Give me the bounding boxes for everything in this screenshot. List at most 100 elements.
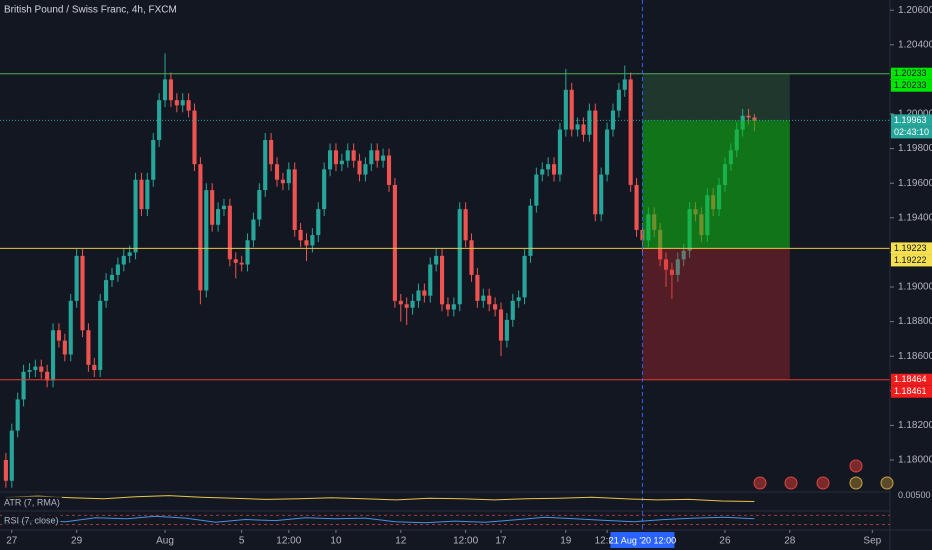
- candle-body: [192, 110, 197, 165]
- price-tag: [891, 67, 932, 80]
- stop-zone: [642, 248, 790, 380]
- candle-body: [357, 160, 362, 175]
- candle-body: [646, 214, 651, 241]
- candle-body: [369, 150, 374, 165]
- event-icon[interactable]: [849, 459, 863, 473]
- candle-body: [280, 179, 285, 184]
- candle-body: [198, 164, 203, 291]
- candle-body: [328, 150, 333, 170]
- candle-body: [669, 269, 674, 275]
- candle-body: [516, 297, 521, 301]
- candle-body: [322, 169, 327, 210]
- candle-body: [351, 150, 356, 161]
- price-tag: [891, 114, 932, 127]
- candle-body: [39, 366, 44, 372]
- candle-body: [257, 190, 262, 220]
- candle-body: [316, 209, 321, 236]
- indicator-name-bg: [2, 514, 61, 527]
- countdown: 02:43:10: [894, 127, 929, 137]
- candle-body: [274, 164, 280, 180]
- x-tick-label: 12:00: [276, 536, 301, 547]
- candle-body: [221, 205, 227, 210]
- price-tag: [891, 385, 932, 398]
- candle-body: [428, 264, 433, 296]
- event-icon[interactable]: [753, 476, 767, 490]
- candle-body: [457, 209, 462, 305]
- price-tag-label: 1.19963: [894, 115, 927, 125]
- crosshair-label: 21 Aug '20 12:00: [609, 535, 676, 545]
- x-tick-label: 27: [6, 536, 18, 547]
- candle-body: [410, 300, 415, 308]
- candle-body: [21, 371, 26, 400]
- y-tick-label: 1.18800: [898, 316, 932, 327]
- event-icon[interactable]: [880, 476, 894, 490]
- candle-body: [722, 164, 728, 185]
- candle-body: [699, 214, 704, 236]
- candle-body: [15, 399, 20, 431]
- candle-body: [481, 295, 486, 301]
- candle-body: [269, 139, 274, 165]
- price-tag: [891, 373, 932, 386]
- price-tag: [891, 254, 932, 267]
- candle-body: [439, 255, 445, 305]
- event-icon[interactable]: [816, 476, 830, 490]
- chart-title: British Pound / Swiss Franc, 4h, FXCM: [4, 5, 177, 16]
- candle-body: [68, 300, 73, 355]
- candle-body: [540, 169, 545, 175]
- candle-body: [487, 295, 492, 305]
- candle-body: [398, 300, 403, 305]
- candle-body: [239, 262, 244, 265]
- x-tick-label: Aug: [156, 536, 174, 547]
- candle-body: [127, 252, 132, 256]
- candle-body: [422, 290, 427, 296]
- x-tick-label: 5: [239, 536, 245, 547]
- candle-body: [622, 79, 627, 90]
- candle-body: [168, 79, 173, 101]
- x-tick-label: 19: [560, 536, 572, 547]
- candle-body: [45, 371, 50, 381]
- y-tick-label: 1.19400: [898, 212, 932, 223]
- candle-body: [145, 179, 150, 210]
- candle-body: [434, 255, 439, 265]
- candle-body: [652, 214, 657, 230]
- candle-body: [546, 164, 551, 170]
- price-tag-label: 1.18461: [894, 386, 927, 396]
- x-tick-label: 10: [330, 536, 342, 547]
- candle-body: [74, 255, 79, 301]
- candle-body: [628, 79, 633, 185]
- candle-body: [528, 205, 533, 256]
- candle-body: [404, 304, 409, 308]
- candle-body: [746, 115, 751, 118]
- candle-body: [216, 209, 221, 225]
- y-tick-label: 1.19600: [898, 178, 932, 189]
- candle-body: [310, 235, 315, 246]
- candle-body: [27, 370, 32, 372]
- candle-body: [551, 164, 557, 175]
- candle-body: [616, 89, 621, 111]
- price-tag-label: 1.19222: [894, 255, 927, 265]
- x-tick-label: 12:00: [595, 536, 620, 547]
- candle-body: [180, 100, 185, 106]
- event-icon[interactable]: [784, 476, 798, 490]
- candle-body: [475, 274, 480, 301]
- candle-body: [734, 129, 739, 151]
- event-icons[interactable]: [753, 459, 894, 490]
- candle-body: [115, 264, 120, 275]
- event-icon[interactable]: [849, 476, 863, 490]
- price-tag: [891, 79, 932, 92]
- candle-body: [304, 240, 309, 246]
- indicator-tick-label: 0.00500: [898, 490, 931, 500]
- candle-body: [109, 274, 115, 281]
- x-tick-label: 28: [784, 536, 796, 547]
- indicator-name: RSI (7, close): [4, 515, 59, 525]
- candle-body: [345, 150, 350, 161]
- candle-body: [92, 364, 97, 371]
- candle-body: [675, 259, 680, 275]
- candle-body: [245, 240, 250, 265]
- candle-body: [133, 179, 138, 253]
- price-tag: [891, 242, 932, 255]
- plot-area: [0, 53, 890, 488]
- candle-body: [174, 100, 179, 106]
- candle-body: [292, 169, 297, 230]
